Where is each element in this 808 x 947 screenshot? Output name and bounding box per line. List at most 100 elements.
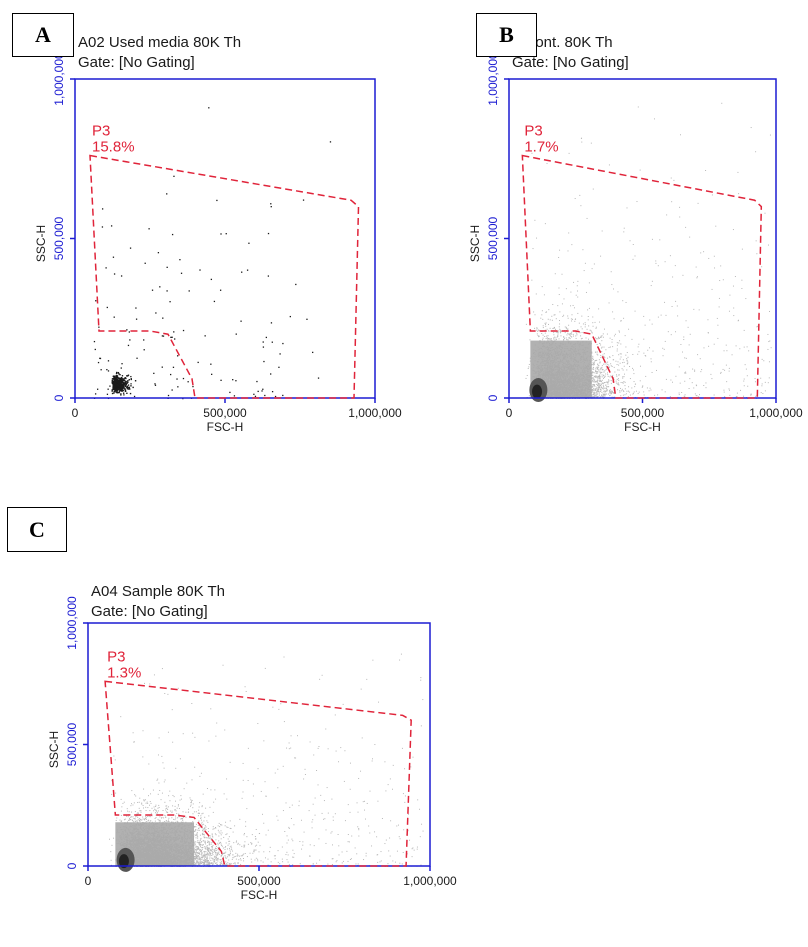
scatter-point [129, 247, 132, 249]
scatter-point [233, 862, 235, 864]
scatter-point [282, 342, 284, 345]
scatter-point [620, 356, 622, 358]
scatter-point [120, 381, 123, 383]
scatter-point [124, 384, 127, 387]
scatter-point [127, 384, 130, 386]
scatter-point [544, 329, 546, 331]
scatter-point [536, 333, 538, 335]
scatter-point [113, 387, 116, 389]
scatter-point [123, 394, 125, 396]
scatter-point [125, 386, 128, 388]
scatter-point [548, 330, 550, 332]
scatter-point [598, 337, 600, 339]
scatter-point [597, 384, 599, 386]
scatter-point [116, 383, 119, 386]
scatter-point [115, 375, 117, 377]
scatter-point [641, 386, 643, 388]
scatter-point [166, 290, 168, 292]
scatter-point [553, 338, 555, 340]
chart-title: 3 Cont. 80K Th [512, 34, 613, 51]
scatter-point [97, 361, 100, 364]
scatter-point [124, 379, 126, 382]
scatter-point [94, 348, 96, 351]
scatter-point [596, 344, 598, 346]
scatter-point [254, 395, 257, 398]
scatter-point [117, 377, 119, 379]
scatter-point [265, 336, 268, 339]
scatter-point [100, 369, 102, 371]
scatter-point [171, 336, 173, 338]
scatter-point [120, 387, 123, 389]
scatter-point [591, 378, 593, 380]
scatter-point [155, 312, 157, 314]
scatter-point [121, 384, 123, 387]
scatter-point [545, 323, 547, 325]
scatter-point [210, 363, 212, 365]
scatter-point [115, 391, 117, 393]
scatter-point [204, 335, 206, 337]
scatter-point [144, 262, 146, 264]
scatter-point [118, 387, 120, 389]
scatter-point [270, 322, 273, 324]
scatter-point [623, 391, 625, 393]
scatter-point [555, 337, 557, 339]
scatter-point [122, 379, 124, 382]
scatter-point [233, 395, 236, 397]
scatter-point [572, 304, 574, 306]
scatter-point [119, 384, 122, 386]
scatter-point [114, 377, 117, 379]
scatter-point [624, 388, 626, 390]
scatter-point [192, 385, 194, 388]
scatter-point [597, 378, 599, 380]
scatter-point [118, 380, 120, 382]
scatter-point [593, 368, 595, 370]
scatter-point [127, 380, 129, 382]
scatter-point [267, 232, 270, 235]
scatter-point [173, 175, 175, 177]
scatter-point [261, 390, 263, 392]
scatter-point [229, 391, 231, 394]
scatter-point [572, 333, 574, 335]
scatter-point [118, 385, 120, 388]
scatter-point [602, 376, 604, 378]
scatter-point [117, 389, 119, 391]
scatter-point [116, 382, 118, 384]
scatter-point [560, 332, 562, 334]
scatter-point [271, 341, 273, 343]
scatter-point [593, 361, 595, 363]
scatter-point [182, 377, 185, 380]
scatter-point [125, 383, 127, 385]
scatter-point [111, 380, 114, 383]
scatter-point [114, 388, 116, 391]
scatter-point [121, 388, 123, 390]
scatter-point [628, 386, 630, 388]
scatter-point [538, 329, 540, 331]
scatter-point [179, 259, 181, 261]
scatter-point [123, 383, 126, 385]
scatter-point [112, 378, 115, 380]
scatter-point [203, 823, 205, 825]
scatter-point [317, 377, 320, 379]
scatter-point [113, 377, 115, 379]
scatter-point [118, 391, 120, 394]
scatter-point [121, 388, 124, 390]
scatter-point [111, 381, 114, 383]
scatter-point [119, 390, 121, 392]
scatter-point [231, 847, 233, 849]
scatter-point [542, 339, 544, 341]
scatter-point [599, 376, 601, 378]
scatter-point [127, 386, 129, 389]
scatter-point [618, 369, 620, 371]
scatter-point [199, 269, 201, 271]
scatter-point [572, 335, 574, 337]
scatter-point [235, 380, 237, 382]
scatter-point [597, 365, 599, 367]
scatter-point [129, 388, 131, 390]
scatter-point [616, 348, 618, 350]
scatter-point [117, 372, 120, 374]
scatter-point [540, 317, 542, 319]
scatter-point [106, 306, 108, 309]
scatter-point [172, 366, 175, 368]
scatter-point [598, 369, 600, 371]
scatter-point [264, 394, 266, 397]
